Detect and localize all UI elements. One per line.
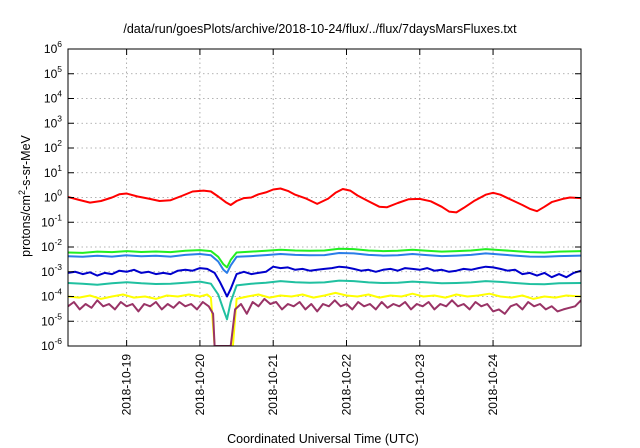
- y-tick-label: 103: [44, 113, 62, 130]
- y-tick-label: 10-5: [41, 311, 62, 328]
- series-line-1: [68, 187, 581, 214]
- series-line-7: [68, 297, 581, 346]
- series-line-3: [68, 252, 581, 274]
- axis-layer: 10-6 10-5 10-4 10-3 10-2 10-1 100 101 102 103 104 1…: [41, 39, 581, 415]
- chart-title: /data/run/goesPlots/archive/2018-10-24/f…: [123, 22, 517, 36]
- y-tick-label: 10-2: [41, 237, 62, 254]
- y-tick-label: 10-3: [41, 262, 62, 279]
- y-tick-label: 104: [44, 89, 62, 106]
- series-line-5: [68, 279, 581, 321]
- y-axis-label: protons/cm2-s-sr-MeV: [17, 134, 33, 256]
- y-tick-label: 100: [44, 188, 62, 205]
- x-tick-label: 2018-10-21: [266, 354, 280, 416]
- series-line-6: [68, 291, 581, 346]
- y-tick-label: 106: [44, 39, 62, 56]
- y-tick-label: 10-4: [41, 287, 62, 304]
- x-tick-label: 2018-10-19: [120, 354, 134, 416]
- y-tick-label: 10-6: [41, 336, 62, 353]
- series-line-4: [68, 265, 581, 298]
- y-tick-label: 105: [44, 64, 62, 81]
- x-tick-label: 2018-10-20: [193, 354, 207, 416]
- series-layer: [68, 187, 581, 346]
- y-tick-label: 101: [44, 163, 62, 180]
- y-tick-label: 10-1: [41, 212, 62, 229]
- x-tick-label: 2018-10-22: [339, 354, 353, 416]
- x-tick-label: 2018-10-23: [413, 354, 427, 416]
- x-tick-label: 2018-10-24: [486, 354, 500, 416]
- y-tick-label: 102: [44, 138, 62, 155]
- series-line-2: [68, 247, 581, 269]
- x-axis-label: Coordinated Universal Time (UTC): [227, 432, 419, 446]
